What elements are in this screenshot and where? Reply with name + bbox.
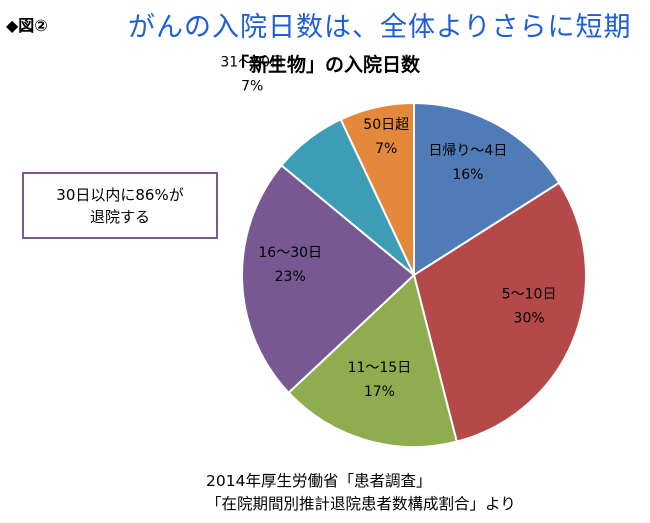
slice-value-label-1: 16%: [452, 167, 483, 183]
slice-label-2: 5〜10日: [502, 287, 557, 303]
slice-label-3: 11〜15日: [348, 360, 412, 376]
slice-value-label-3: 17%: [364, 384, 395, 400]
pie-slice-2: [412, 181, 587, 443]
slice-value-label-2: 30%: [514, 311, 545, 327]
chart-title: 「新生物」の入院日数: [229, 54, 420, 76]
source-note: 2014年厚生労働省「患者調査」 「在院期間別推計退院患者数構成割合」より: [206, 470, 516, 516]
slice-label-5: 31〜50日: [220, 54, 284, 70]
figure-label: ◆図②: [6, 16, 48, 35]
slice-value-label-4: 23%: [275, 269, 306, 285]
callout-line-1: 30日以内に86%が: [56, 186, 184, 204]
slice-value-label-6: 7%: [375, 141, 397, 157]
pie-labels: 日帰り〜4日 16% 5〜10日 30% 11〜15日 17% 16〜30日 23% 31〜50…: [220, 54, 557, 400]
callout-box: 30日以内に86%が 退院する: [22, 172, 218, 239]
source-line-1: 2014年厚生労働省「患者調査」: [206, 472, 432, 490]
pie-slice-3: [287, 273, 458, 449]
pie-slice-6: [339, 101, 415, 276]
slice-label-6: 50日超: [363, 117, 409, 133]
headline: がんの入院日数は、全体よりさらに短期: [128, 12, 632, 43]
slice-value-label-5: 7%: [241, 78, 263, 94]
source-line-2: 「在院期間別推計退院患者数構成割合」より: [206, 495, 516, 513]
slice-label-1: 日帰り〜4日: [428, 142, 507, 159]
slice-label-4: 16〜30日: [258, 245, 322, 261]
pie-slices: [241, 101, 587, 449]
callout-line-2: 退院する: [89, 208, 150, 226]
pie-slice-4: [241, 163, 416, 395]
pie-slice-1: [413, 101, 561, 277]
